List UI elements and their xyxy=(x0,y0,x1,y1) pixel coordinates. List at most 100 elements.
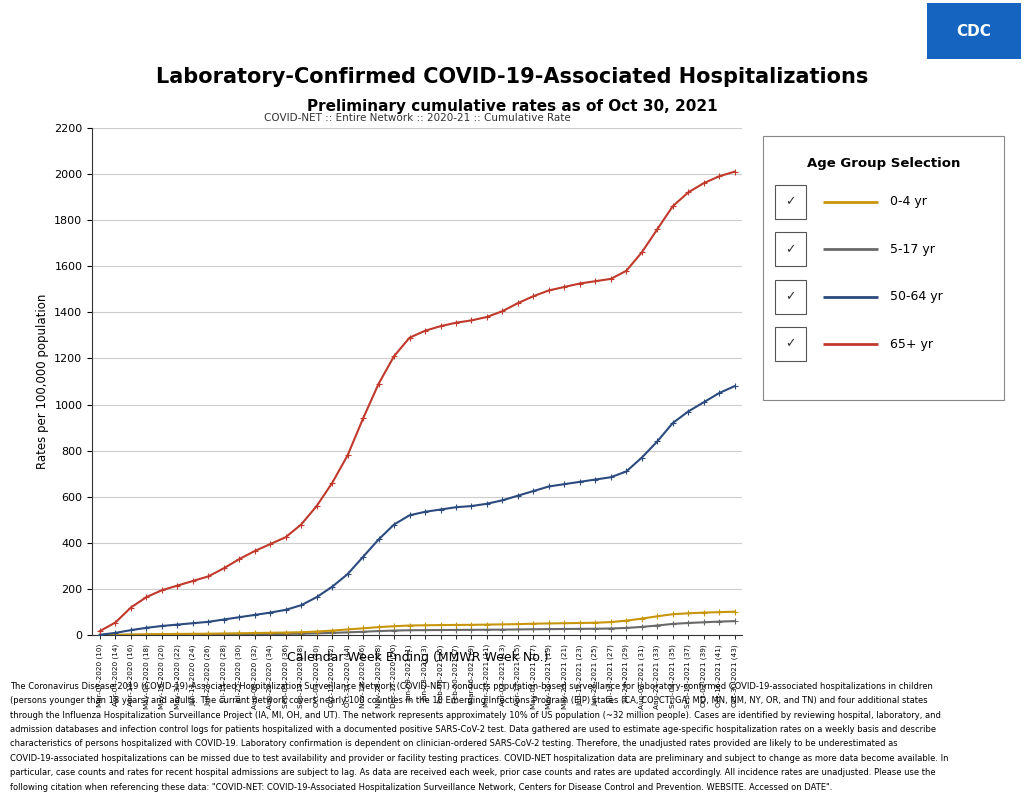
Text: 5-17 yr: 5-17 yr xyxy=(891,243,935,256)
5-17 yr xyxy=(202,630,214,639)
Text: COVID-NET: COVID-NET xyxy=(12,21,140,42)
0-4 yr xyxy=(94,630,106,640)
0-4 yr xyxy=(419,621,431,630)
5-17 yr xyxy=(497,625,509,634)
5-17 yr xyxy=(403,626,416,635)
65+ yr xyxy=(249,547,261,556)
0-4 yr xyxy=(621,616,633,626)
65+ yr xyxy=(403,333,416,343)
0-4 yr xyxy=(497,619,509,629)
Text: The Coronavirus Disease 2019 (COVID-19)-Associated Hospitalization Surveillance : The Coronavirus Disease 2019 (COVID-19)-… xyxy=(10,682,933,690)
5-17 yr xyxy=(357,627,370,637)
0-4 yr xyxy=(403,621,416,630)
65+ yr xyxy=(280,532,292,542)
0-4 yr xyxy=(310,626,323,636)
65+ yr xyxy=(543,285,555,295)
50-64 yr xyxy=(140,623,153,633)
50-64 yr xyxy=(125,626,137,635)
5-17 yr xyxy=(636,622,648,632)
0-4 yr xyxy=(465,620,477,630)
5-17 yr xyxy=(512,625,524,634)
65+ yr xyxy=(573,279,586,288)
65+ yr xyxy=(497,306,509,316)
65+ yr xyxy=(202,571,214,581)
65+ yr xyxy=(434,321,446,331)
65+ yr xyxy=(357,414,370,423)
65+ yr xyxy=(512,298,524,308)
65+ yr xyxy=(419,326,431,336)
65+ yr xyxy=(728,167,740,177)
50-64 yr xyxy=(636,453,648,463)
5-17 yr xyxy=(388,626,400,635)
Text: ✓: ✓ xyxy=(785,290,796,303)
0-4 yr xyxy=(527,619,540,629)
50-64 yr xyxy=(728,381,740,391)
0-4 yr xyxy=(186,629,199,638)
5-17 yr xyxy=(713,617,725,626)
Text: through the Influenza Hospitalization Surveillance Project (IA, MI, OH, and UT).: through the Influenza Hospitalization Su… xyxy=(10,710,941,720)
5-17 yr xyxy=(558,624,570,634)
65+ yr xyxy=(94,626,106,636)
0-4 yr xyxy=(357,623,370,633)
50-64 yr xyxy=(621,467,633,476)
50-64 yr xyxy=(110,628,122,638)
50-64 yr xyxy=(543,482,555,491)
50-64 yr xyxy=(202,617,214,626)
5-17 yr xyxy=(682,618,694,628)
Text: 0-4 yr: 0-4 yr xyxy=(891,195,928,209)
50-64 yr xyxy=(249,610,261,620)
65+ yr xyxy=(264,539,276,549)
65+ yr xyxy=(589,276,601,286)
50-64 yr xyxy=(218,614,230,624)
Text: 65+ yr: 65+ yr xyxy=(891,338,934,351)
0-4 yr xyxy=(573,618,586,628)
0-4 yr xyxy=(604,618,616,627)
5-17 yr xyxy=(280,629,292,638)
50-64 yr xyxy=(651,437,664,447)
0-4 yr xyxy=(156,630,168,639)
Text: 50-64 yr: 50-64 yr xyxy=(891,290,943,303)
5-17 yr xyxy=(295,629,307,638)
0-4 yr xyxy=(280,628,292,638)
0-4 yr xyxy=(202,629,214,638)
5-17 yr xyxy=(589,624,601,634)
65+ yr xyxy=(558,282,570,292)
50-64 yr xyxy=(326,582,338,591)
0-4 yr xyxy=(249,628,261,638)
5-17 yr xyxy=(527,625,540,634)
0-4 yr xyxy=(450,620,462,630)
65+ yr xyxy=(450,318,462,328)
5-17 yr xyxy=(125,630,137,640)
5-17 yr xyxy=(697,618,710,627)
5-17 yr xyxy=(326,628,338,638)
65+ yr xyxy=(481,312,494,322)
50-64 yr xyxy=(310,592,323,602)
65+ yr xyxy=(388,352,400,361)
50-64 yr xyxy=(682,407,694,416)
Text: admission databases and infection control logs for patients hospitalized with a : admission databases and infection contro… xyxy=(10,725,936,734)
5-17 yr xyxy=(465,625,477,634)
50-64 yr xyxy=(573,477,586,487)
50-64 yr xyxy=(434,505,446,515)
50-64 yr xyxy=(341,570,353,579)
0-4 yr xyxy=(651,611,664,621)
50-64 yr xyxy=(527,487,540,496)
0-4 yr xyxy=(326,626,338,635)
5-17 yr xyxy=(604,624,616,634)
50-64 yr xyxy=(156,621,168,630)
50-64 yr xyxy=(403,511,416,520)
50-64 yr xyxy=(94,630,106,639)
Text: following citation when referencing these data: "COVID-NET: COVID-19-Associated : following citation when referencing thes… xyxy=(10,783,833,792)
65+ yr xyxy=(682,188,694,197)
Line: 5-17 yr: 5-17 yr xyxy=(97,618,737,638)
0-4 yr xyxy=(264,628,276,638)
50-64 yr xyxy=(186,618,199,628)
65+ yr xyxy=(636,248,648,257)
50-64 yr xyxy=(357,552,370,562)
Line: 65+ yr: 65+ yr xyxy=(97,169,737,634)
0-4 yr xyxy=(728,607,740,617)
50-64 yr xyxy=(558,479,570,489)
Text: particular, case counts and rates for recent hospital admissions are subject to : particular, case counts and rates for re… xyxy=(10,769,936,777)
Line: 0-4 yr: 0-4 yr xyxy=(97,609,737,638)
5-17 yr xyxy=(249,630,261,639)
